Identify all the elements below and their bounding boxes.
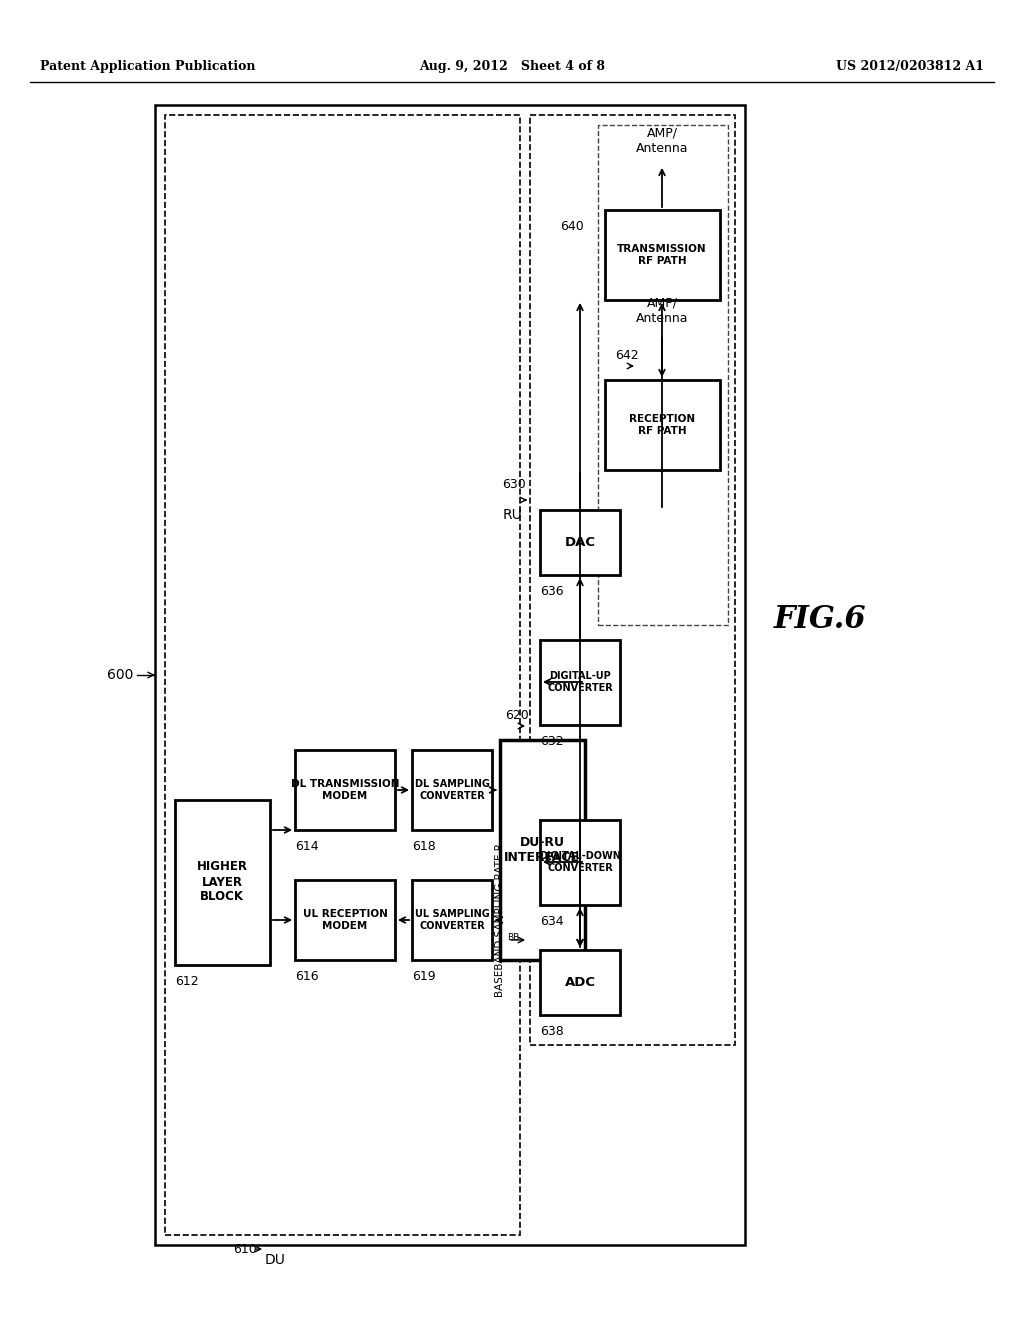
Bar	[540, 820, 620, 906]
Bar	[500, 741, 585, 960]
Text: UL RECEPTION
MODEM: UL RECEPTION MODEM	[302, 909, 387, 931]
Bar	[598, 125, 728, 624]
Bar	[605, 380, 720, 470]
Bar	[540, 510, 620, 576]
Text: DU: DU	[265, 1253, 286, 1267]
Text: 618: 618	[412, 840, 436, 853]
Text: BB: BB	[507, 933, 519, 942]
Text: 636: 636	[540, 585, 563, 598]
Text: 638: 638	[540, 1026, 564, 1038]
Bar	[540, 640, 620, 725]
Text: DL SAMPLING
CONVERTER: DL SAMPLING CONVERTER	[415, 779, 489, 801]
Text: ADC: ADC	[564, 975, 596, 989]
Text: DAC: DAC	[564, 536, 596, 549]
Bar	[295, 880, 395, 960]
Text: 612: 612	[175, 975, 199, 987]
Text: TRANSMISSION
RF PATH: TRANSMISSION RF PATH	[617, 244, 707, 265]
Bar	[295, 750, 395, 830]
Bar	[540, 950, 620, 1015]
Text: AMP/
Antenna: AMP/ Antenna	[636, 297, 688, 325]
Text: 614: 614	[295, 840, 318, 853]
Text: US 2012/0203812 A1: US 2012/0203812 A1	[836, 59, 984, 73]
Text: DIGITAL-DOWN
CONVERTER: DIGITAL-DOWN CONVERTER	[539, 851, 621, 873]
Text: 632: 632	[540, 735, 563, 748]
Text: 642: 642	[615, 348, 639, 362]
Text: 620: 620	[505, 709, 528, 722]
Bar	[165, 115, 520, 1236]
Text: 616: 616	[295, 970, 318, 983]
Text: 619: 619	[412, 970, 435, 983]
Text: DIGITAL-UP
CONVERTER: DIGITAL-UP CONVERTER	[547, 671, 613, 693]
Text: 600: 600	[106, 668, 133, 682]
Text: AMP/
Antenna: AMP/ Antenna	[636, 127, 688, 154]
Text: Aug. 9, 2012   Sheet 4 of 8: Aug. 9, 2012 Sheet 4 of 8	[419, 59, 605, 73]
Text: DU-RU
INTERFACE: DU-RU INTERFACE	[504, 836, 580, 865]
Text: BASEBAND SAMPLING RATE R: BASEBAND SAMPLING RATE R	[495, 843, 505, 997]
Bar	[605, 210, 720, 300]
Text: 610: 610	[233, 1243, 257, 1257]
Text: RU: RU	[502, 508, 522, 521]
Bar	[530, 115, 735, 1045]
Text: 630: 630	[502, 479, 525, 491]
Text: HIGHER
LAYER
BLOCK: HIGHER LAYER BLOCK	[197, 861, 248, 903]
Bar	[175, 800, 270, 965]
Bar	[412, 880, 492, 960]
Text: 640: 640	[560, 220, 584, 234]
Text: 634: 634	[540, 915, 563, 928]
Text: FIG.6: FIG.6	[774, 605, 866, 635]
Text: UL SAMPLING
CONVERTER: UL SAMPLING CONVERTER	[415, 909, 489, 931]
Text: DL TRANSMISSION
MODEM: DL TRANSMISSION MODEM	[291, 779, 399, 801]
Text: Patent Application Publication: Patent Application Publication	[40, 59, 256, 73]
Text: RECEPTION
RF PATH: RECEPTION RF PATH	[629, 414, 695, 436]
Bar	[412, 750, 492, 830]
Bar	[155, 106, 745, 1245]
